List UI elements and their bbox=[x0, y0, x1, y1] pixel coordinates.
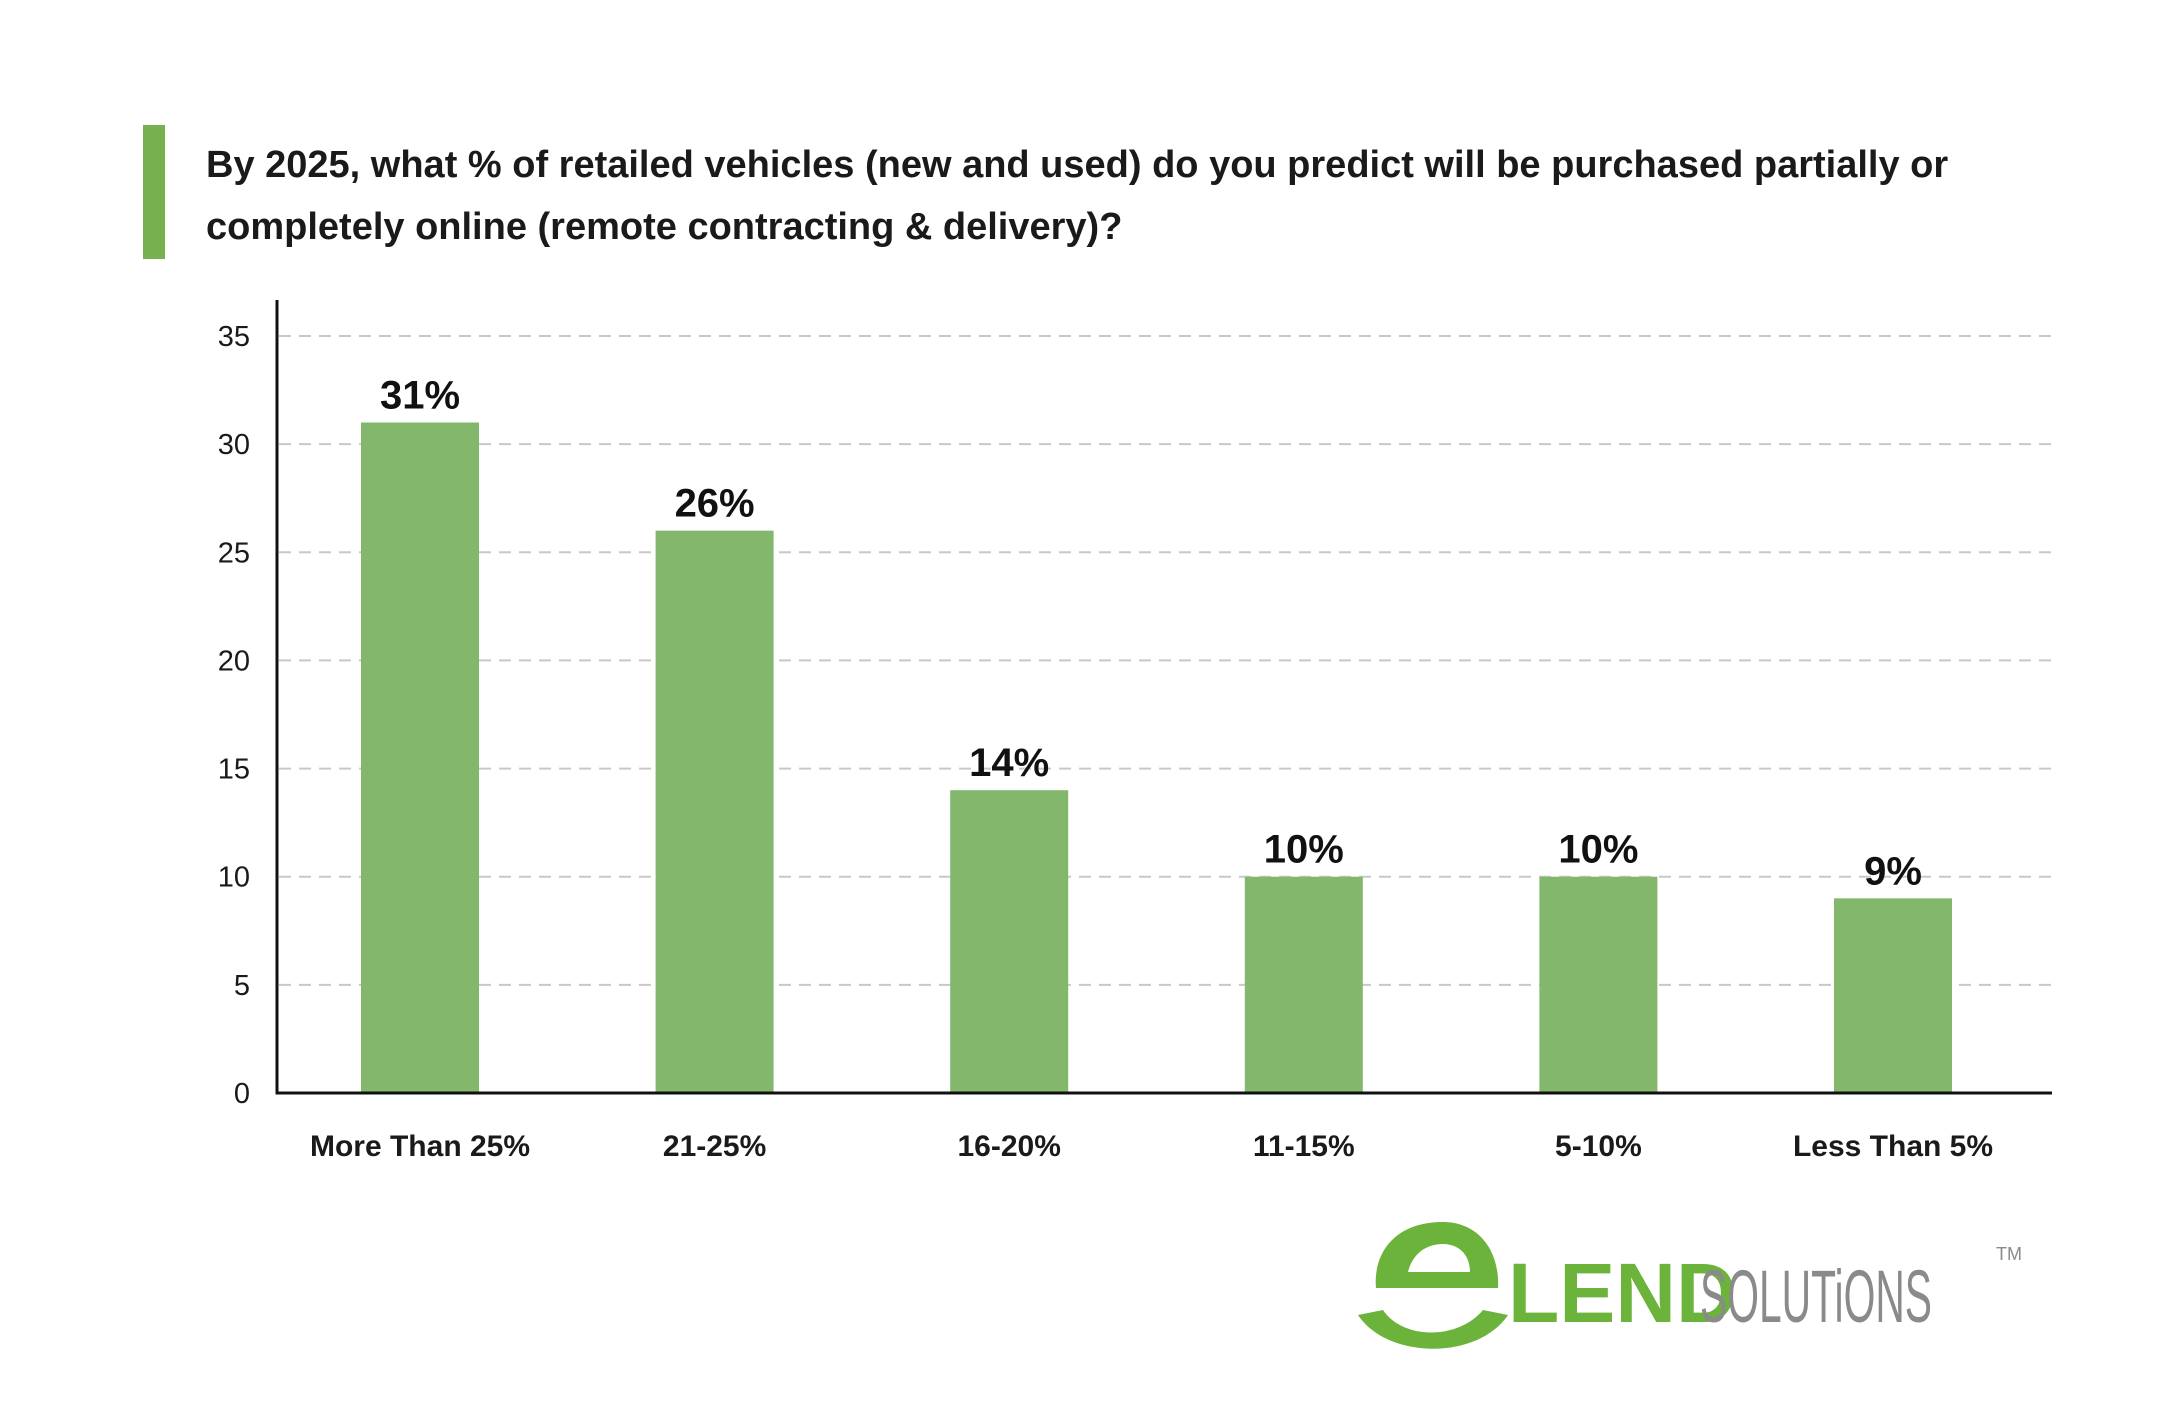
data-label: 10% bbox=[1558, 828, 1638, 872]
axes bbox=[275, 300, 2052, 1095]
data-label: 9% bbox=[1864, 849, 1922, 893]
x-tick-label: 21-25% bbox=[663, 1130, 766, 1163]
elend-solutions-logo: LEND SOLUTiONS TM bbox=[1358, 1222, 2022, 1349]
y-tick-label: 0 bbox=[234, 1078, 250, 1110]
logo-brand-text: LEND bbox=[1508, 1246, 1737, 1340]
y-tick-label: 15 bbox=[218, 754, 250, 786]
gridlines bbox=[279, 335, 2052, 986]
bar bbox=[1244, 876, 1363, 1093]
y-tick-label: 35 bbox=[218, 321, 250, 353]
x-tick-label: 11-15% bbox=[1253, 1130, 1355, 1163]
title-accent-bar bbox=[143, 125, 165, 259]
data-label: 31% bbox=[380, 374, 460, 418]
y-tick-label: 25 bbox=[218, 537, 250, 569]
bars bbox=[361, 422, 1952, 1093]
labels: 0 5 10 15 20 25 30 35 31% More Than 25% 26% 21-25% 1… bbox=[218, 321, 1993, 1163]
y-tick-label: 5 bbox=[234, 970, 250, 1002]
bar bbox=[361, 422, 479, 1093]
y-tick-label: 30 bbox=[218, 429, 250, 461]
logo-suffix-text: SOLUTiONS bbox=[1700, 1255, 1932, 1338]
data-label: 14% bbox=[969, 741, 1049, 785]
data-label: 10% bbox=[1264, 828, 1344, 872]
y-tick-label: 20 bbox=[218, 645, 250, 677]
bar bbox=[655, 530, 774, 1093]
bar bbox=[1539, 876, 1658, 1093]
y-tick-label: 10 bbox=[218, 862, 250, 894]
x-tick-label: More Than 25% bbox=[310, 1130, 530, 1163]
e-swoosh-logo-icon bbox=[1358, 1222, 1508, 1349]
x-tick-label: 16-20% bbox=[957, 1130, 1060, 1163]
bar bbox=[950, 790, 1069, 1093]
logo-trademark: TM bbox=[1996, 1244, 2022, 1264]
x-tick-label: 5-10% bbox=[1555, 1130, 1642, 1163]
chart-title: By 2025, what % of retailed vehicles (ne… bbox=[206, 144, 1949, 248]
data-label: 26% bbox=[675, 482, 755, 526]
x-tick-label: Less Than 5% bbox=[1793, 1130, 1993, 1163]
bar bbox=[1834, 898, 1952, 1093]
